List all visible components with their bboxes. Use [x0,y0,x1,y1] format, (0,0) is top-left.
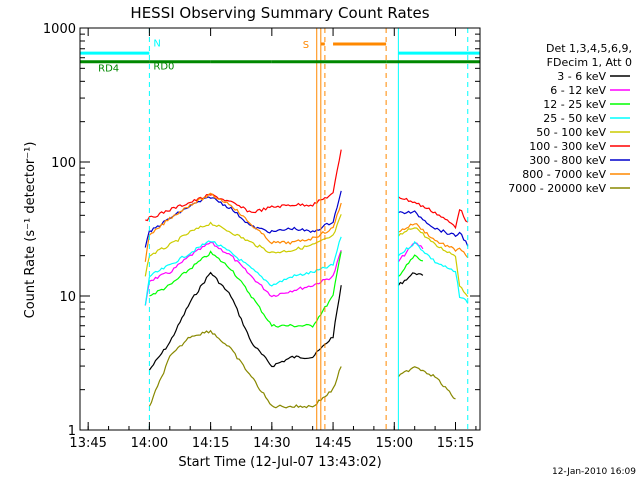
legend-header: Det 1,3,4,5,6,9, [546,42,632,55]
y-tick-label: 1 [68,424,76,439]
legend: Det 1,3,4,5,6,9,FDecim 1, Att 03 - 6 keV… [508,42,632,195]
series-line-3 [149,250,424,328]
x-tick-label: 15:15 [437,436,474,451]
flag-label-s: S [303,40,309,51]
plot-area: N RD0 RD4 S [80,28,480,430]
legend-label: 6 - 12 keV [550,84,606,97]
legend-label: 100 - 300 keV [529,140,606,153]
plot-frame [79,27,481,431]
flag-label-rd0: RD0 [153,62,174,73]
series-line-4 [144,236,469,306]
x-tick-label: 14:30 [253,436,290,451]
series-line-7 [144,190,469,248]
legend-label: 3 - 6 keV [557,70,606,83]
timestamp: 12-Jan-2010 16:09 [552,467,636,477]
legend-label: 800 - 7000 keV [522,168,606,181]
x-tick-label: 14:00 [131,436,168,451]
legend-label: 7000 - 20000 keV [508,182,606,195]
series-line-5 [144,214,469,297]
flag-label-rd4: RD4 [98,64,119,75]
chart-title: HESSI Observing Summary Count Rates [130,4,429,22]
legend-label: 25 - 50 keV [543,112,606,125]
series-line-9 [148,329,456,409]
legend-label: 12 - 25 keV [543,98,606,111]
y-tick-label: 100 [51,156,76,171]
series-line-2 [144,241,424,306]
legend-label: 50 - 100 keV [536,126,606,139]
series-line-1 [148,271,424,371]
legend-label: 300 - 800 keV [529,154,606,167]
x-axis-label: Start Time (12-Jul-07 13:43:02) [178,455,381,470]
x-tick-label: 15:00 [376,436,413,451]
y-tick-label: 1000 [43,22,76,37]
y-tick-label: 10 [59,290,76,305]
series-line-8 [144,192,469,262]
x-tick-label: 13:45 [69,436,106,451]
x-tick-label: 14:45 [314,436,351,451]
axes: 13:45 14:00 14:15 14:30 14:45 15:00 15:15 1 10 10… [43,22,480,451]
flag-label-n: N [153,39,160,50]
x-tick-label: 14:15 [192,436,229,451]
y-axis-label: Count Rate (s⁻¹ detector⁻¹) [23,142,38,319]
series-line-6 [145,149,469,230]
legend-header: FDecim 1, Att 0 [547,56,632,69]
